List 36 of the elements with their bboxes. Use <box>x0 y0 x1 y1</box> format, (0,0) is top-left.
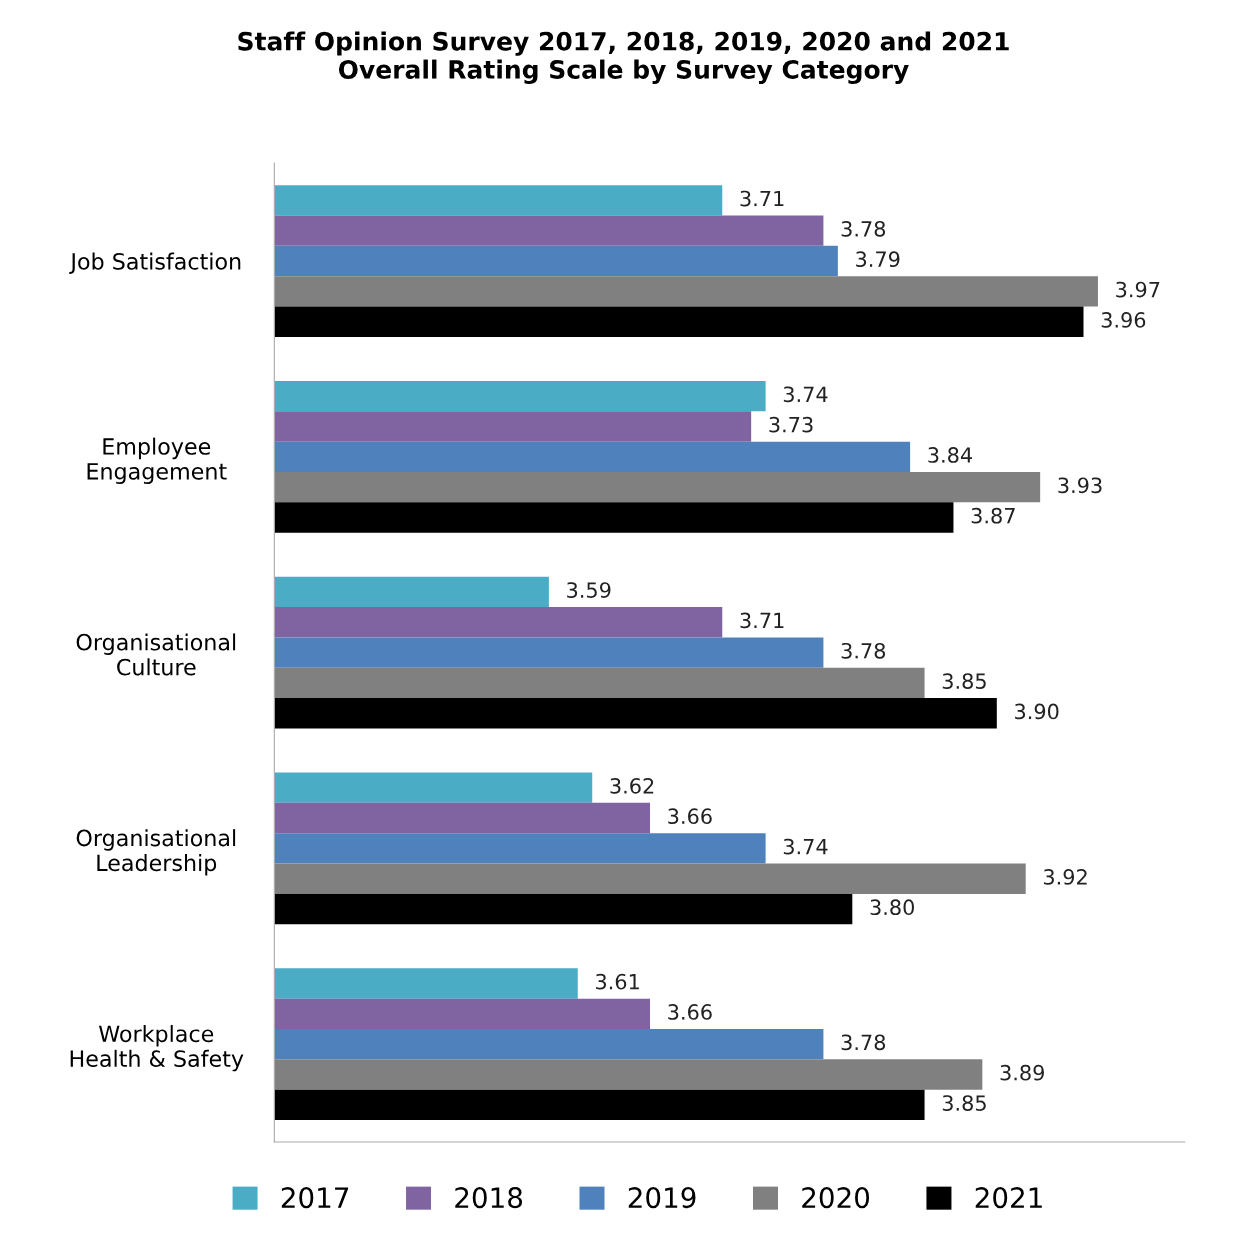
data-label: 3.89 <box>1000 1064 1044 1081</box>
data-label: 3.78 <box>841 642 886 659</box>
y-tick-label: Job Satisfaction <box>69 252 241 274</box>
data-label: 3.71 <box>740 190 784 207</box>
data-label: 3.80 <box>870 899 914 916</box>
data-label: 3.61 <box>596 973 639 990</box>
data-label: 3.62 <box>610 777 654 794</box>
legend-label: 2020 <box>802 1187 870 1209</box>
y-tick-label: Organisational Leadership <box>76 829 236 876</box>
y-tick-label: Organisational Culture <box>76 633 236 676</box>
legend-label: 2017 <box>281 1187 349 1209</box>
data-label: 3.79 <box>856 251 900 268</box>
chart-title: Staff Opinion Survey 2017, 2018, 2019, 2020 and 2021 Overall Rating Scale by Survey Category <box>238 31 1009 84</box>
data-label: 3.59 <box>567 582 611 598</box>
data-label: 3.96 <box>1101 312 1146 328</box>
data-label: 3.78 <box>841 1034 886 1051</box>
data-label: 3.93 <box>1058 477 1102 494</box>
data-label: 3.66 <box>668 808 712 825</box>
data-label: 3.87 <box>971 507 1015 524</box>
data-label: 3.73 <box>769 416 813 433</box>
data-label: 3.74 <box>783 386 828 403</box>
data-label: 3.85 <box>942 1095 986 1111</box>
legend-label: 2019 <box>628 1187 696 1209</box>
y-tick-label: Employee Engagement <box>87 437 227 485</box>
legend-label: 2018 <box>455 1187 523 1209</box>
y-tick-label: Workplace Health & Safety <box>70 1024 244 1072</box>
legend-label: 2021 <box>975 1187 1042 1209</box>
data-label: 3.97 <box>1116 281 1160 298</box>
data-label: 3.66 <box>668 1004 712 1020</box>
data-label: 3.90 <box>1015 703 1059 720</box>
data-label: 3.85 <box>942 673 986 689</box>
data-label: 3.78 <box>841 220 886 237</box>
data-label: 3.84 <box>928 447 972 463</box>
data-label: 3.92 <box>1043 869 1087 885</box>
data-label: 3.71 <box>740 612 784 629</box>
data-label: 3.74 <box>783 838 828 855</box>
